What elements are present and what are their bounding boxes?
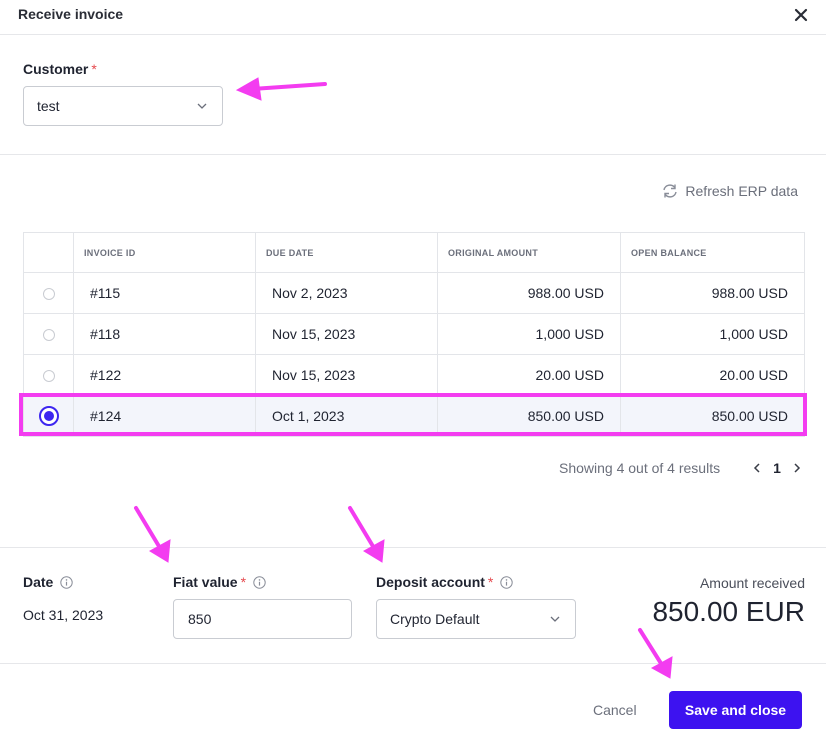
row-radio-cell[interactable] xyxy=(23,272,74,314)
annotation-arrow xyxy=(638,628,673,679)
row-radio[interactable] xyxy=(42,288,55,301)
section-divider xyxy=(0,663,826,664)
annotation-arrow xyxy=(134,506,171,563)
amount-received-value: 850.00 EUR xyxy=(652,596,805,627)
required-mark: * xyxy=(487,574,494,590)
annotation-arrow xyxy=(348,506,385,563)
row-radio-cell[interactable] xyxy=(23,313,74,355)
chevron-left-icon[interactable] xyxy=(750,460,764,476)
column-header-original-amount: ORIGINAL AMOUNT xyxy=(437,232,621,273)
cell-original-amount: 850.00 USD xyxy=(437,395,621,437)
cell-open-balance: 1,000 USD xyxy=(620,313,805,355)
pagination-summary: Showing 4 out of 4 results xyxy=(559,460,721,476)
modal-header: Receive invoice xyxy=(0,0,826,35)
column-header-open-balance: OPEN BALANCE xyxy=(620,232,805,273)
cell-open-balance: 20.00 USD xyxy=(620,354,805,396)
row-radio[interactable] xyxy=(42,370,55,383)
save-and-close-button[interactable]: Save and close xyxy=(669,691,802,729)
column-header-invoice-id: INVOICE ID xyxy=(73,232,256,273)
chevron-down-icon xyxy=(197,103,207,109)
chevron-down-icon xyxy=(550,616,560,622)
required-mark: * xyxy=(91,61,97,77)
chevron-right-icon[interactable] xyxy=(790,460,804,476)
customer-select-value: test xyxy=(37,98,60,114)
cell-invoice-id: #115 xyxy=(73,272,256,314)
deposit-account-value: Crypto Default xyxy=(390,611,480,627)
info-icon[interactable] xyxy=(500,576,514,589)
cell-due-date: Oct 1, 2023 xyxy=(255,395,438,437)
annotation-arrow xyxy=(235,77,327,101)
info-icon[interactable] xyxy=(60,576,74,589)
table-row-selected[interactable]: #124 Oct 1, 2023 850.00 USD 850.00 USD xyxy=(23,395,805,437)
cell-original-amount: 988.00 USD xyxy=(437,272,621,314)
cell-original-amount: 1,000 USD xyxy=(437,313,621,355)
cell-invoice-id: #118 xyxy=(73,313,256,355)
row-radio-cell[interactable] xyxy=(23,354,74,396)
refresh-icon xyxy=(663,184,678,198)
row-radio-selected[interactable] xyxy=(38,406,59,426)
customer-select[interactable]: test xyxy=(23,86,223,126)
table-header-row: INVOICE ID DUE DATE ORIGINAL AMOUNT OPEN… xyxy=(23,232,805,273)
pagination: Showing 4 out of 4 results 1 xyxy=(559,460,804,476)
date-value: Oct 31, 2023 xyxy=(23,607,104,623)
modal-title: Receive invoice xyxy=(18,6,124,22)
fiat-value-label: Fiat value * xyxy=(173,574,266,590)
section-divider xyxy=(0,547,826,548)
column-header-due-date: DUE DATE xyxy=(255,232,438,273)
customer-label: Customer * xyxy=(23,61,97,77)
fiat-value-input[interactable] xyxy=(173,599,352,639)
invoice-table: INVOICE ID DUE DATE ORIGINAL AMOUNT OPEN… xyxy=(23,232,805,437)
cell-open-balance: 850.00 USD xyxy=(620,395,805,437)
cell-original-amount: 20.00 USD xyxy=(437,354,621,396)
required-mark: * xyxy=(240,574,247,590)
date-label: Date xyxy=(23,574,74,590)
cell-invoice-id: #122 xyxy=(73,354,256,396)
close-icon[interactable] xyxy=(792,6,810,24)
table-row[interactable]: #118 Nov 15, 2023 1,000 USD 1,000 USD xyxy=(23,313,805,355)
pagination-page-current[interactable]: 1 xyxy=(773,460,781,476)
deposit-account-select[interactable]: Crypto Default xyxy=(376,599,576,639)
cell-due-date: Nov 15, 2023 xyxy=(255,354,438,396)
row-radio-cell[interactable] xyxy=(23,395,74,437)
table-row[interactable]: #115 Nov 2, 2023 988.00 USD 988.00 USD xyxy=(23,272,805,314)
row-radio[interactable] xyxy=(42,329,55,342)
cell-due-date: Nov 2, 2023 xyxy=(255,272,438,314)
info-icon[interactable] xyxy=(253,576,266,589)
section-divider xyxy=(0,154,826,155)
refresh-label: Refresh ERP data xyxy=(685,183,798,199)
amount-received-label: Amount received xyxy=(699,575,805,591)
cancel-button[interactable]: Cancel xyxy=(593,702,637,718)
cell-invoice-id: #124 xyxy=(73,395,256,437)
refresh-erp-button[interactable]: Refresh ERP data xyxy=(661,183,798,199)
select-column-header xyxy=(23,232,74,273)
cell-open-balance: 988.00 USD xyxy=(620,272,805,314)
deposit-account-label: Deposit account * xyxy=(376,574,514,590)
cell-due-date: Nov 15, 2023 xyxy=(255,313,438,355)
table-row[interactable]: #122 Nov 15, 2023 20.00 USD 20.00 USD xyxy=(23,354,805,396)
